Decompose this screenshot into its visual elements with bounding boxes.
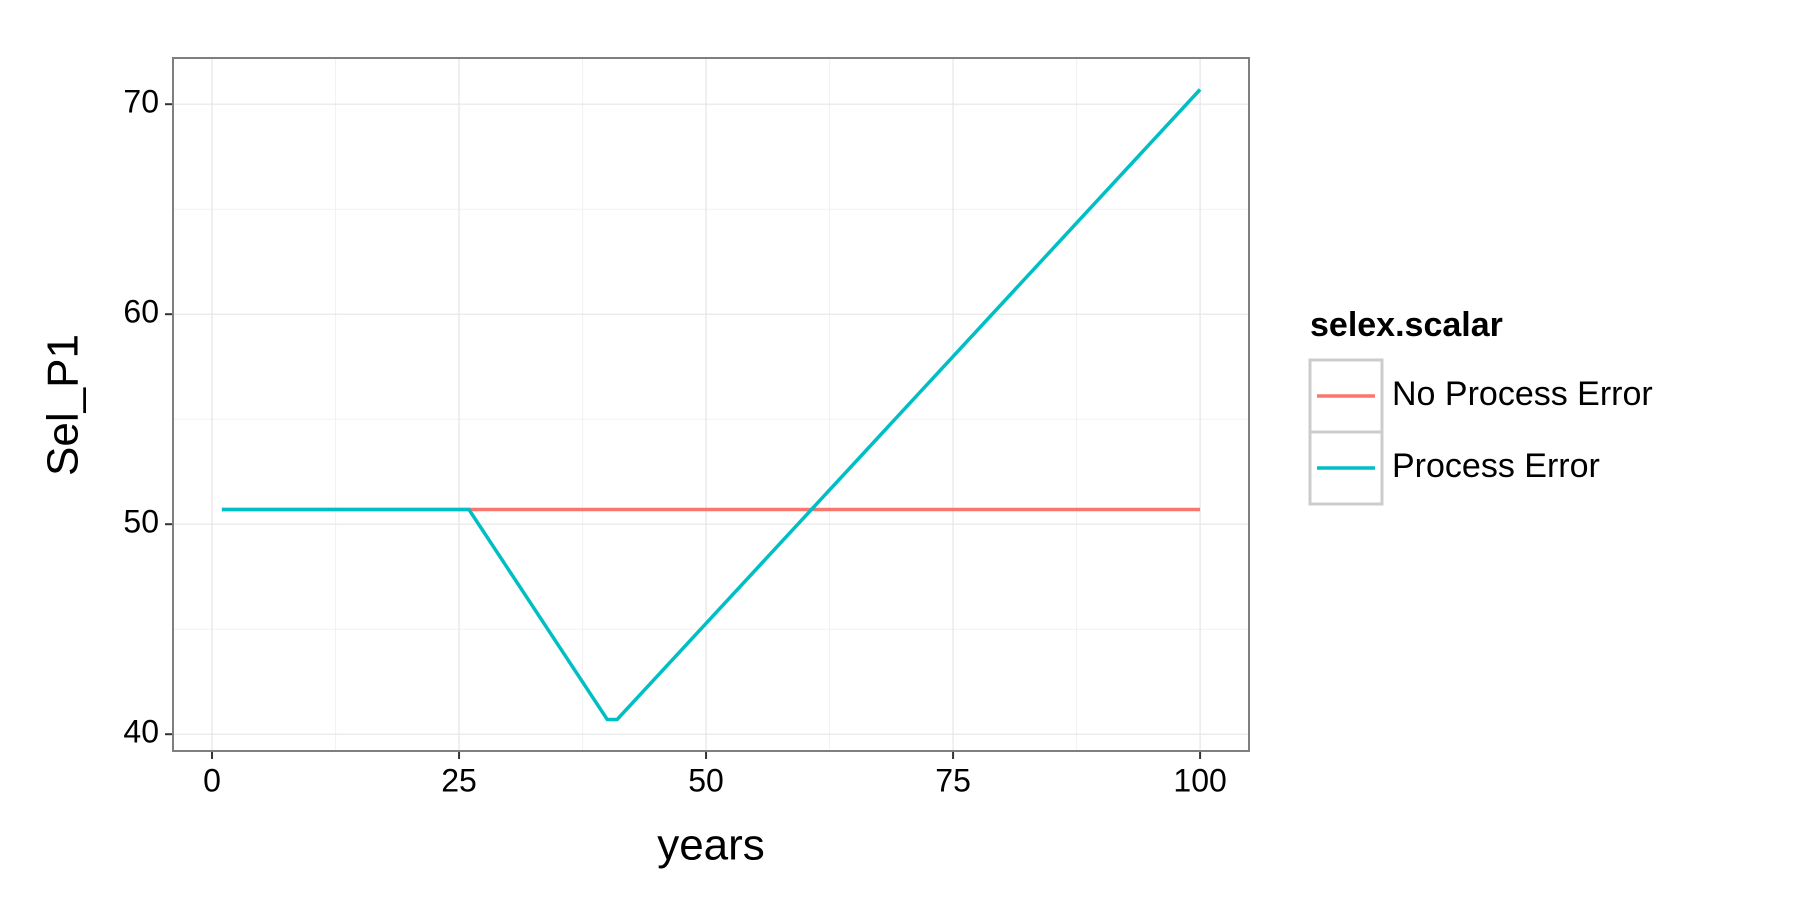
x-tick-label: 25	[441, 762, 477, 798]
x-tick-label: 100	[1173, 762, 1226, 798]
plot-border	[172, 57, 1250, 752]
x-tick-label: 75	[935, 762, 971, 798]
y-tick-label: 40	[123, 714, 159, 750]
x-tick-label: 0	[203, 762, 221, 798]
y-tick-label: 70	[123, 84, 159, 120]
legend-label: No Process Error	[1392, 375, 1653, 413]
legend-label: Process Error	[1392, 447, 1600, 485]
plot-panel	[173, 58, 1249, 751]
x-axis-title: years	[657, 821, 765, 870]
x-tick-label: 50	[688, 762, 724, 798]
y-tick-label: 60	[123, 294, 159, 330]
legend-title: selex.scalar	[1310, 306, 1503, 344]
y-axis-title: Sel_P1	[39, 334, 88, 476]
data-line	[221, 88, 1202, 722]
y-tick-label: 50	[123, 504, 159, 540]
